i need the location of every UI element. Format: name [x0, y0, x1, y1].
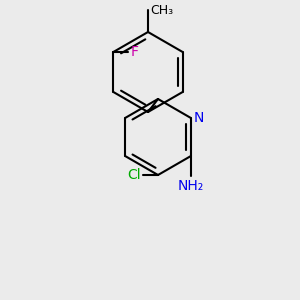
Text: CH₃: CH₃ [150, 4, 173, 16]
Text: NH₂: NH₂ [178, 179, 204, 193]
Text: Cl: Cl [128, 168, 141, 182]
Text: N: N [194, 111, 204, 125]
Text: F: F [130, 45, 138, 59]
